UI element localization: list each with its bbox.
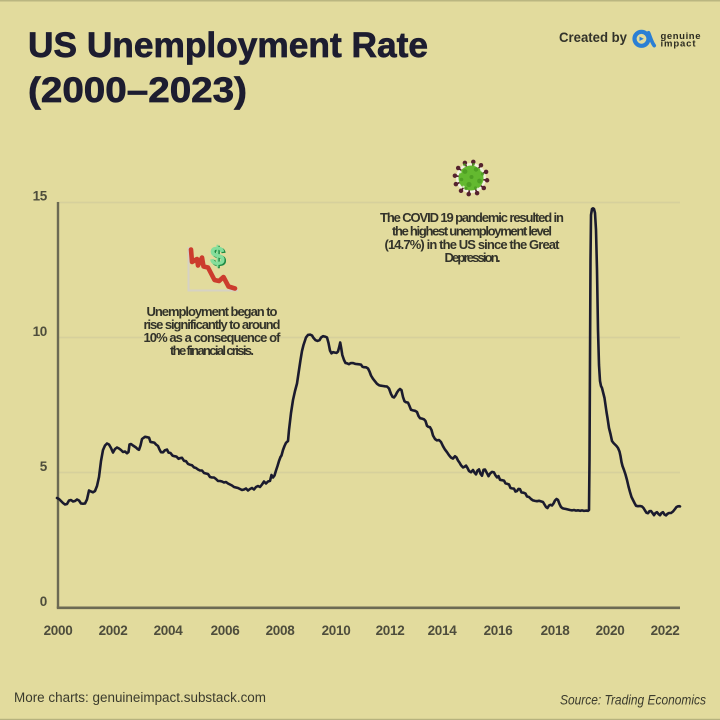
- svg-text:2020: 2020: [596, 623, 625, 638]
- svg-text:$: $: [211, 242, 226, 272]
- svg-text:(2000–2023): (2000–2023): [28, 70, 247, 110]
- svg-text:2006: 2006: [211, 623, 241, 638]
- svg-text:the financial crisis.: the financial crisis.: [170, 343, 254, 358]
- svg-text:impact: impact: [661, 39, 697, 50]
- svg-text:The COVID 19 pandemic resulted: The COVID 19 pandemic resulted in: [380, 210, 564, 225]
- svg-text:2008: 2008: [266, 623, 296, 638]
- svg-text:Depression.: Depression.: [445, 250, 501, 265]
- svg-text:5: 5: [40, 459, 48, 474]
- svg-text:2002: 2002: [99, 623, 128, 638]
- svg-text:15: 15: [33, 189, 48, 204]
- svg-text:10% as a consequence of: 10% as a consequence of: [144, 330, 282, 345]
- svg-text:2016: 2016: [484, 623, 514, 638]
- svg-text:the highest unemployment level: the highest unemployment level: [392, 224, 552, 239]
- svg-text:$: $: [210, 241, 225, 271]
- svg-text:2012: 2012: [376, 623, 405, 638]
- svg-text:US Unemployment Rate: US Unemployment Rate: [28, 25, 428, 65]
- svg-text:2014: 2014: [428, 623, 458, 638]
- svg-text:2018: 2018: [541, 623, 571, 638]
- svg-text:Unemployment began to: Unemployment began to: [147, 304, 278, 319]
- svg-text:Source: Trading Economics: Source: Trading Economics: [560, 693, 706, 708]
- svg-text:10: 10: [33, 324, 47, 339]
- svg-text:More charts: genuineimpact.sub: More charts: genuineimpact.substack.com: [14, 690, 266, 705]
- svg-text:genuine: genuine: [661, 31, 701, 42]
- svg-text:2000: 2000: [44, 623, 73, 638]
- svg-text:2004: 2004: [154, 623, 184, 638]
- svg-text:rise significantly to around: rise significantly to around: [144, 317, 281, 332]
- svg-text:2022: 2022: [651, 623, 680, 638]
- svg-text:0: 0: [40, 594, 47, 609]
- svg-text:(14.7%) in the US since the Gr: (14.7%) in the US since the Great: [385, 237, 561, 252]
- svg-text:2010: 2010: [322, 623, 351, 638]
- svg-text:Created by: Created by: [559, 29, 627, 45]
